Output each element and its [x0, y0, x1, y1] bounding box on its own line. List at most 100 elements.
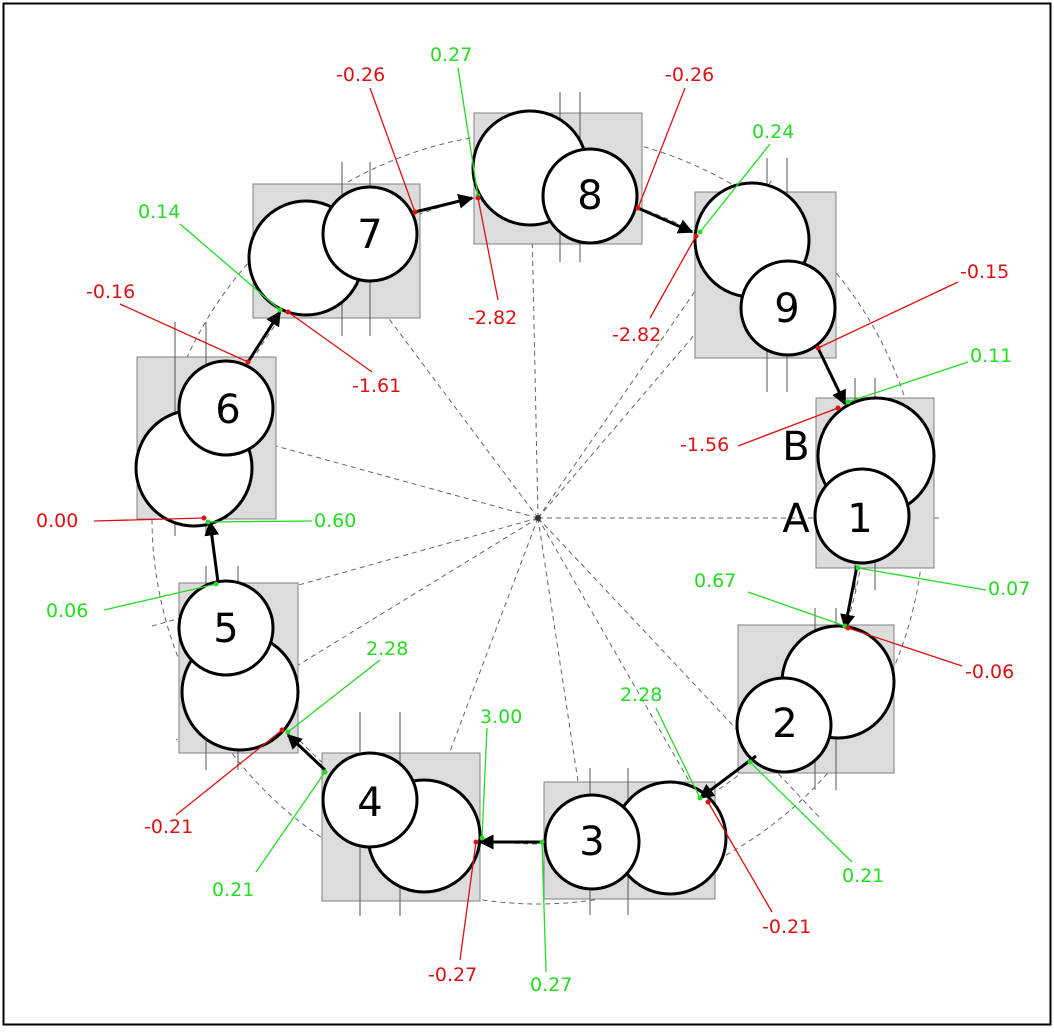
value-leader-dot-24 [635, 205, 641, 211]
value-leader-22 [457, 67, 479, 197]
value-leader-15 [103, 583, 217, 611]
value-leader-dot-20 [285, 309, 291, 315]
center-point [535, 515, 541, 521]
value-leader-dot-13 [322, 769, 328, 775]
value-leader-dot-3 [855, 565, 861, 571]
value-label-16: 0.60 [314, 510, 356, 532]
value-leader-11 [459, 841, 477, 961]
value-leader-dot-25 [697, 229, 703, 235]
unit-1-small-circle [813, 467, 911, 565]
value-label-27: -0.15 [960, 261, 1009, 283]
unit-number-4: 4 [357, 780, 382, 826]
value-label-6: 2.28 [620, 684, 662, 706]
value-leader-dot-21 [412, 209, 418, 215]
value-leader-dot-26 [693, 233, 699, 239]
chain-arrows [204, 193, 859, 850]
value-label-23: -2.82 [468, 307, 517, 329]
unit-number-1: 1 [847, 496, 872, 542]
value-leader-dot-8 [705, 799, 711, 805]
value-leader-dot-23 [475, 195, 481, 201]
value-leader-dot-9 [479, 835, 485, 841]
value-label-4: 0.67 [694, 570, 736, 592]
value-leader-dot-14 [279, 727, 285, 733]
chain-arrow-7 [414, 193, 474, 214]
value-label-18: -0.16 [86, 281, 135, 303]
value-label-25: 0.24 [752, 121, 794, 143]
value-leader-dot-12 [285, 729, 291, 735]
value-leader-12 [287, 659, 381, 733]
value-leader-20 [287, 311, 373, 373]
value-label-13: 0.21 [212, 879, 254, 901]
value-leader-dot-6 [697, 795, 703, 801]
chain-arrow-5 [204, 520, 220, 583]
value-leader-dot-18 [245, 359, 251, 365]
value-leader-23 [477, 197, 499, 301]
value-leader-dot-16 [205, 519, 211, 525]
guide-ray-3 [537, 517, 597, 901]
chain-arrow-2 [698, 754, 757, 800]
value-leader-16 [207, 520, 313, 523]
value-leader-6 [655, 707, 701, 799]
unit-circles [134, 109, 936, 896]
unit-2-small-circle [735, 676, 833, 774]
value-label-21: -0.26 [336, 64, 385, 86]
value-label-7: 0.21 [842, 865, 884, 887]
unit-4-small-circle [321, 751, 419, 849]
chain-arrow-4 [286, 733, 327, 772]
value-label-10: 0.27 [530, 974, 572, 996]
value-leader-7 [749, 761, 853, 863]
guide-ray-11 [537, 517, 701, 801]
unit-7-small-circle [321, 185, 419, 283]
value-label-17: 0.00 [36, 510, 78, 532]
value-label-14: -0.21 [144, 816, 193, 838]
value-label-1: 0.11 [970, 345, 1012, 367]
value-leader-dot-19 [277, 307, 283, 313]
value-leader-14 [175, 729, 283, 816]
value-leader-5 [847, 627, 963, 667]
value-label-9: 3.00 [480, 706, 522, 728]
value-leader-18 [119, 303, 249, 363]
value-leader-dot-10 [539, 839, 545, 845]
unit-number-3: 3 [579, 819, 604, 865]
value-leader-27 [817, 281, 959, 349]
value-leader-dot-5 [845, 625, 851, 631]
value-leader-21 [369, 87, 416, 213]
chain-arrow-1 [840, 565, 859, 630]
unit-6-small-circle [177, 359, 275, 457]
unit-number-7: 7 [357, 212, 382, 258]
value-leader-24 [637, 87, 686, 209]
value-leader-dot-15 [213, 581, 219, 587]
value-leader-17 [93, 517, 205, 522]
value-label-15: 0.06 [46, 600, 88, 622]
value-leader-dot-17 [201, 515, 207, 521]
unit-9-small-circle [739, 259, 837, 357]
unit-8-small-circle [541, 147, 639, 245]
unit-number-8: 8 [577, 173, 602, 219]
unit-5-small-circle [177, 579, 275, 677]
value-leader-8 [707, 801, 773, 913]
value-leader-25 [699, 143, 771, 233]
value-label-2: -1.56 [680, 434, 729, 456]
chain-arrow-8 [637, 206, 694, 234]
value-label-19: 0.14 [138, 201, 180, 223]
value-leader-dot-1 [845, 399, 851, 405]
value-label-24: -0.26 [665, 64, 714, 86]
value-label-12: 2.28 [366, 638, 408, 660]
value-label-5: -0.06 [965, 661, 1014, 683]
end-label-a: A [782, 496, 810, 542]
unit-number-2: 2 [772, 701, 797, 747]
unit-number-9: 9 [774, 286, 799, 332]
unit-number-6: 6 [215, 387, 240, 433]
value-leader-26 [649, 235, 697, 319]
chain-arrow-9 [816, 347, 847, 406]
value-leaders [93, 67, 987, 973]
chain-arrow-6 [246, 310, 282, 363]
value-leader-3 [857, 567, 987, 591]
value-label-26: -2.82 [612, 324, 661, 346]
value-label-3: 0.07 [988, 578, 1030, 600]
unit-number-5: 5 [213, 606, 238, 652]
value-leader-19 [179, 223, 281, 311]
value-leader-2 [737, 407, 839, 447]
